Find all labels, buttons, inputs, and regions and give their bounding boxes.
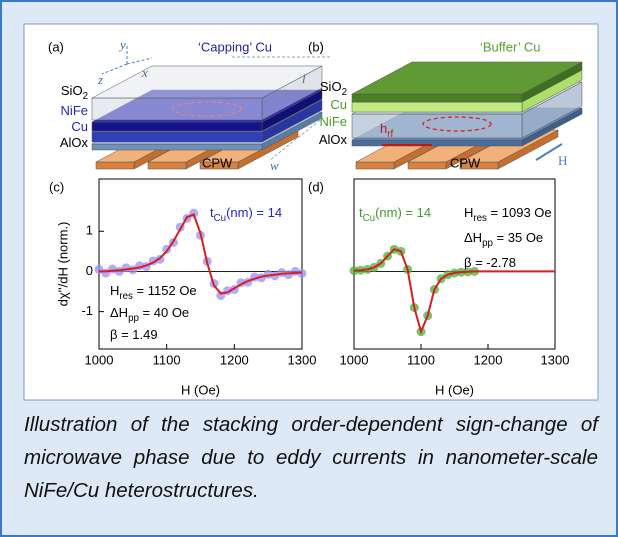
panel-label: (a): [48, 39, 64, 54]
annotation-part: β = -2.78: [464, 255, 516, 270]
axis-label: y: [118, 37, 126, 52]
annotation-part: ΔH: [110, 305, 128, 320]
panel-label: (b): [308, 39, 324, 54]
panel-label: (c): [49, 179, 64, 194]
layer-label-part: NiFe: [61, 103, 88, 118]
layer-label-part: 2: [342, 87, 347, 98]
layer-label-part: SiO: [61, 83, 83, 98]
annotation-part: Cu: [214, 213, 226, 224]
diagram-title: ‘Capping’ Cu: [198, 39, 272, 54]
annotation-part: = 1152 Oe: [133, 283, 197, 298]
layer-front: [352, 102, 522, 112]
annotation-part: res: [119, 291, 133, 302]
x-tick-label: 1000: [340, 352, 369, 367]
diagram-title: ‘Buffer’ Cu: [480, 39, 540, 54]
x-tick-label: 1200: [474, 352, 503, 367]
x-tick-label: 1100: [153, 352, 181, 367]
layer-front: [92, 132, 262, 142]
layer-front: [352, 114, 522, 138]
layer-label-part: 2: [83, 91, 88, 102]
y-tick-label: -1: [81, 303, 93, 318]
y-tick-label: 1: [86, 223, 93, 238]
waveguide-label: CPW: [202, 155, 233, 170]
layer-label-part: Cu: [71, 119, 88, 134]
annotation-part: pp: [128, 313, 139, 324]
annotation-part: ΔH: [464, 230, 482, 245]
x-tick-label: 1000: [85, 352, 114, 367]
annotation-part: pp: [482, 238, 493, 249]
layer-label-part: AlOx: [319, 132, 348, 147]
layer-front: [352, 140, 522, 146]
layer-label: AlOx: [60, 135, 89, 150]
y-axis-label: dχ''/dH (norm.): [55, 222, 70, 307]
layer-front: [408, 162, 446, 169]
layer-front: [356, 162, 394, 169]
dimension-label: w: [270, 158, 279, 173]
layer-label: NiFe: [320, 114, 347, 129]
layer-front: [96, 162, 134, 169]
annotation-part: β = 1.49: [110, 327, 158, 342]
caption: Illustration of the stacking order-depen…: [24, 408, 598, 507]
axis-label: x: [141, 65, 148, 80]
page: CPWyzxlw(a)‘Capping’ CuSiO2NiFeCuAlOxCPW…: [0, 0, 618, 537]
layer-label-part: SiO: [320, 79, 342, 94]
layer-front: [92, 122, 262, 131]
x-tick-label: 1100: [407, 352, 435, 367]
annotation-part: res: [473, 213, 487, 224]
x-tick-label: 1200: [220, 352, 249, 367]
annotation-part: (nm) = 14: [226, 205, 282, 220]
annotation: β = 1.49: [110, 327, 158, 342]
dimension-label: l: [302, 71, 306, 86]
layer-front: [148, 162, 186, 169]
annotation-part: Cu: [363, 213, 375, 224]
layer-label: NiFe: [61, 103, 88, 118]
field-label-part: rf: [387, 129, 393, 140]
layer-label-part: NiFe: [320, 114, 347, 129]
layer-front: [92, 98, 262, 120]
layer-front: [352, 94, 522, 102]
x-axis-label: H (Oe): [435, 382, 474, 397]
annotation-part: = 40 Oe: [139, 305, 189, 320]
annotation: β = -2.78: [464, 255, 516, 270]
waveguide-label: CPW: [450, 155, 481, 170]
layer-label-part: Cu: [330, 97, 347, 112]
annotation-part: H: [110, 283, 119, 298]
annotation-part: H: [464, 205, 473, 220]
field-label-part: h: [380, 121, 387, 136]
panel-label: (d): [308, 179, 324, 194]
layer-label: Cu: [71, 119, 88, 134]
annotation-part: = 35 Oe: [493, 230, 543, 245]
axis-label: z: [97, 72, 103, 87]
layer-label: Cu: [330, 97, 347, 112]
layer-front: [92, 144, 262, 150]
y-tick-label: 0: [86, 263, 93, 278]
x-tick-label: 1300: [288, 352, 317, 367]
bias-label: H: [558, 153, 567, 168]
annotation-part: = 1093 Oe: [487, 205, 552, 220]
x-axis-label: H (Oe): [181, 382, 220, 397]
x-tick-label: 1300: [541, 352, 570, 367]
layer-label-part: AlOx: [60, 135, 89, 150]
layer-label: AlOx: [319, 132, 348, 147]
annotation-part: (nm) = 14: [375, 205, 431, 220]
